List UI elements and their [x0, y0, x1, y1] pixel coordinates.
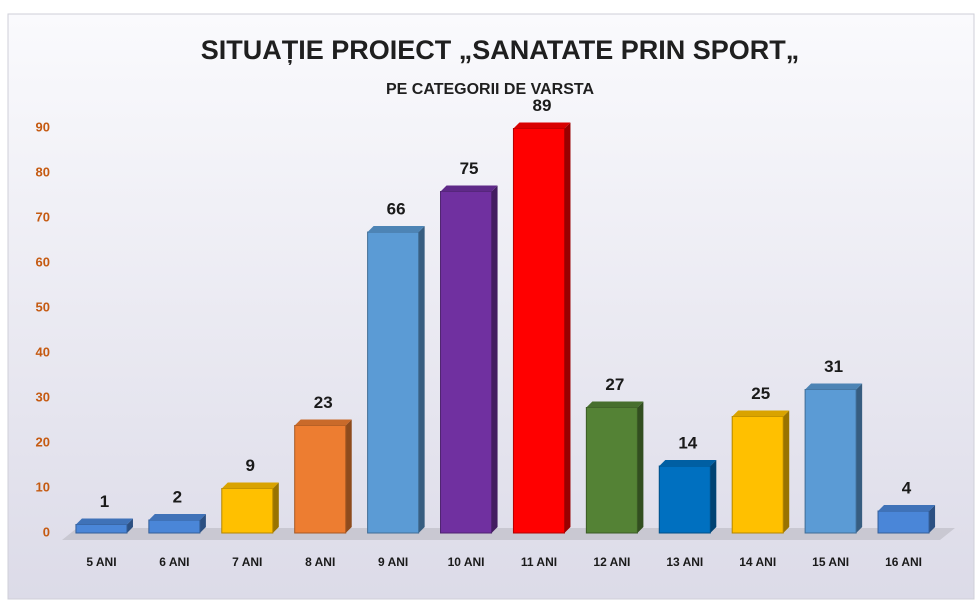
- bar-top: [513, 122, 571, 129]
- bar-top: [75, 518, 133, 525]
- chart-subtitle: PE CATEGORII DE VARSTA: [386, 81, 594, 98]
- x-tick-label: 8 ANI: [305, 555, 336, 569]
- bar-top: [148, 514, 206, 520]
- bar: [294, 425, 347, 534]
- bar: [148, 519, 201, 534]
- x-tick-label: 7 ANI: [232, 555, 263, 569]
- y-tick-label: 60: [36, 254, 50, 269]
- bar-top: [732, 410, 790, 417]
- bar: [804, 389, 857, 534]
- data-label: 75: [460, 159, 479, 178]
- bar-side: [856, 383, 863, 533]
- data-label: 23: [314, 393, 333, 412]
- y-tick-label: 70: [36, 209, 50, 224]
- x-tick-label: 9 ANI: [378, 555, 409, 569]
- bar: [658, 465, 711, 534]
- data-label: 31: [824, 357, 843, 376]
- x-tick-label: 16 ANI: [885, 555, 922, 569]
- bar-top: [586, 401, 644, 408]
- bar: [585, 407, 638, 534]
- bar-top: [805, 383, 863, 390]
- data-label: 89: [532, 96, 551, 115]
- x-tick-label: 12 ANI: [593, 555, 631, 569]
- data-label: 4: [902, 478, 912, 497]
- x-tick-label: 14 ANI: [739, 555, 777, 569]
- bar-side: [637, 401, 644, 533]
- bar-side: [929, 505, 936, 533]
- bar-side: [199, 514, 206, 533]
- bar-top: [221, 482, 279, 489]
- bar-side: [272, 482, 279, 533]
- bar: [731, 416, 784, 534]
- y-tick-label: 50: [36, 299, 50, 314]
- chart-title: SITUAȚIE PROIECT „SANATATE PRIN SPORT„: [201, 35, 800, 65]
- data-label: 1: [100, 492, 109, 511]
- bar: [877, 510, 930, 534]
- data-label: 14: [678, 433, 697, 452]
- x-tick-label: 13 ANI: [666, 555, 704, 569]
- bar: [367, 231, 420, 534]
- bar-top: [294, 419, 352, 426]
- y-tick-label: 80: [36, 164, 50, 179]
- data-label: 66: [387, 199, 406, 218]
- y-tick-label: 0: [43, 524, 50, 539]
- y-tick-label: 40: [36, 344, 50, 359]
- data-label: 25: [751, 384, 770, 403]
- bar-top: [440, 185, 498, 192]
- bar-side: [783, 410, 790, 533]
- bar: [221, 488, 274, 534]
- bar: [440, 191, 493, 534]
- bar-side: [126, 518, 133, 533]
- x-tick-label: 11 ANI: [520, 555, 558, 569]
- bar-side: [564, 122, 571, 533]
- bar: [75, 524, 128, 534]
- x-tick-label: 5 ANI: [86, 555, 117, 569]
- bar-side: [491, 185, 498, 533]
- x-tick-label: 6 ANI: [159, 555, 190, 569]
- data-label: 9: [246, 456, 255, 475]
- y-tick-label: 90: [36, 119, 50, 134]
- bar-side: [710, 460, 717, 533]
- bar-top: [878, 505, 936, 511]
- y-tick-label: 10: [36, 479, 50, 494]
- x-tick-label: 10 ANI: [447, 555, 485, 569]
- bar-top: [367, 226, 425, 232]
- y-tick-label: 20: [36, 434, 50, 449]
- y-tick-label: 30: [36, 389, 50, 404]
- bar-top: [659, 460, 717, 466]
- data-label: 27: [605, 375, 624, 394]
- x-tick-label: 15 ANI: [812, 555, 850, 569]
- bar-side: [345, 419, 352, 533]
- bar-side: [418, 226, 425, 533]
- bar: [512, 128, 565, 534]
- data-label: 2: [173, 487, 182, 506]
